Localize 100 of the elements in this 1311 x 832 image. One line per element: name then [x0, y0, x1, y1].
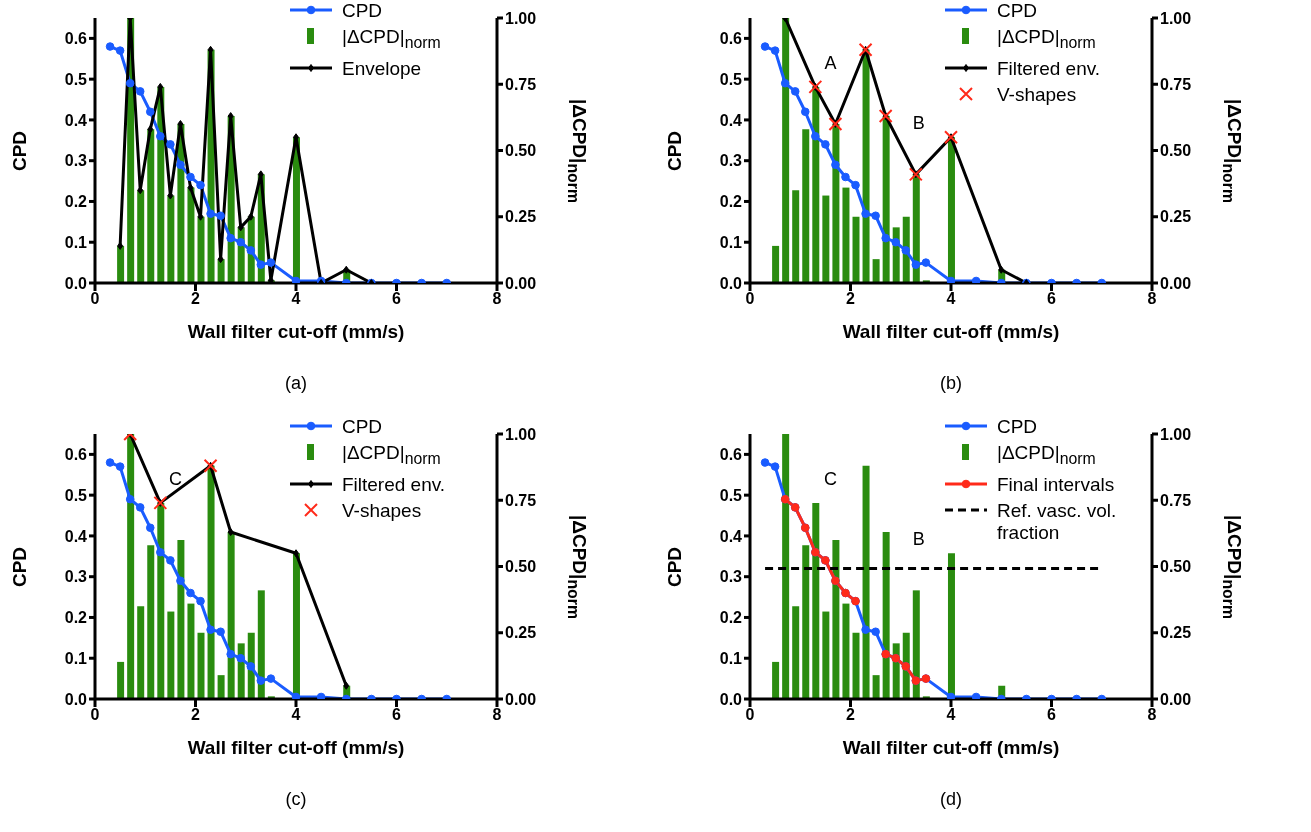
x-axis-title: Wall filter cut-off (mm/s)	[842, 737, 1060, 759]
y-axis-title: CPD	[664, 130, 686, 171]
y-axis-title: CPD	[9, 130, 31, 171]
y-tick-label: 0.6	[719, 30, 743, 48]
x-axis-title: Wall filter cut-off (mm/s)	[187, 737, 405, 759]
y-tick-label: 0.3	[719, 152, 743, 170]
y2-tick-label: 0.00	[505, 274, 537, 292]
x-tick-label: 2	[191, 706, 201, 724]
x-tick-label: 6	[392, 706, 402, 724]
x-tick-label: 0	[90, 706, 100, 724]
x-tick-label: 6	[1047, 290, 1057, 308]
y2-tick-label: 0.25	[1160, 624, 1192, 642]
y2-tick-label: 0.50	[505, 558, 537, 576]
y-tick-label: 0.5	[64, 70, 88, 88]
y-tick-label: 0.6	[64, 446, 88, 464]
x-tick-label: 4	[291, 706, 301, 724]
x-tick-label: 2	[846, 290, 856, 308]
y2-tick-label: 0.25	[505, 208, 537, 226]
y2-tick-label: 1.00	[1160, 9, 1192, 27]
y-tick-label: 0.0	[719, 274, 743, 292]
x-axis-title: Wall filter cut-off (mm/s)	[187, 321, 405, 343]
y-tick-label: 0.5	[719, 70, 743, 88]
x-tick-label: 8	[1147, 706, 1157, 724]
annotation: A	[824, 53, 837, 74]
y2-tick-label: 0.50	[1160, 558, 1192, 576]
x-tick-label: 0	[745, 290, 755, 308]
y-tick-label: 0.1	[64, 649, 88, 667]
y-tick-label: 0.0	[64, 274, 88, 292]
legend-label: Final intervals	[996, 473, 1116, 496]
y2-tick-label: 0.00	[1160, 690, 1192, 708]
x-tick-label: 2	[846, 706, 856, 724]
x-tick-label: 4	[946, 290, 956, 308]
x-tick-label: 6	[392, 290, 402, 308]
x-tick-label: 4	[291, 290, 301, 308]
legend-label: CPD	[996, 0, 1039, 22]
y2-tick-label: 0.50	[505, 142, 537, 160]
legend-label: |ΔCPD|$_{norm}$	[996, 26, 1097, 53]
y-tick-label: 0.3	[64, 568, 88, 586]
y-tick-label: 0.1	[719, 649, 743, 667]
text: (d)	[940, 789, 962, 810]
annotation: B	[912, 529, 925, 550]
annotation: C	[168, 469, 182, 490]
x-tick-label: 0	[90, 290, 100, 308]
y2-tick-label: 0.75	[505, 491, 537, 509]
y2-tick-label: 0.75	[505, 75, 537, 93]
text: (a)	[285, 373, 307, 394]
y-axis-title: CPD	[664, 546, 686, 587]
x-tick-label: 8	[492, 290, 502, 308]
x-tick-label: 0	[745, 706, 755, 724]
y-tick-label: 0.2	[719, 609, 743, 627]
x-tick-label: 2	[191, 290, 201, 308]
y-tick-label: 0.4	[719, 527, 743, 545]
x-axis-title: Wall filter cut-off (mm/s)	[842, 321, 1060, 343]
y-tick-label: 0.4	[719, 111, 743, 129]
legend-label: CPD	[996, 416, 1039, 438]
y-tick-label: 0.1	[64, 233, 88, 251]
x-tick-label: 8	[492, 706, 502, 724]
y2-tick-label: 0.00	[505, 690, 537, 708]
y2-tick-label: 1.00	[505, 425, 537, 443]
legend-label: Ref. vasc. vol. fraction	[996, 499, 1118, 544]
legend-label: V-shapes	[341, 499, 423, 522]
y2-tick-label: 0.00	[1160, 274, 1192, 292]
annotation: B	[912, 113, 925, 134]
legend-label: CPD	[341, 416, 384, 438]
y2-tick-label: 0.25	[505, 624, 537, 642]
x-tick-label: 6	[1047, 706, 1057, 724]
y-tick-label: 0.6	[64, 30, 88, 48]
y2-tick-label: 0.75	[1160, 491, 1192, 509]
y-tick-label: 0.4	[64, 527, 88, 545]
text: (b)	[940, 373, 962, 394]
legend-label: V-shapes	[996, 83, 1078, 106]
legend-label: |ΔCPD|$_{norm}$	[341, 26, 442, 53]
y2-tick-label: 0.50	[1160, 142, 1192, 160]
y-tick-label: 0.0	[64, 690, 88, 708]
y-tick-label: 0.3	[64, 152, 88, 170]
legend-label: Envelope	[341, 57, 423, 80]
legend-label: |ΔCPD|$_{norm}$	[996, 442, 1097, 469]
annotation: C	[823, 469, 837, 490]
y-axis-title: CPD	[9, 546, 31, 587]
x-tick-label: 8	[1147, 290, 1157, 308]
legend-label: Filtered env.	[341, 473, 447, 496]
y-tick-label: 0.2	[64, 609, 88, 627]
y2-tick-label: 0.25	[1160, 208, 1192, 226]
x-tick-label: 4	[946, 706, 956, 724]
y-tick-label: 0.5	[64, 486, 88, 504]
y-tick-label: 0.2	[64, 193, 88, 211]
y-tick-label: 0.0	[719, 690, 743, 708]
legend-label: Filtered env.	[996, 57, 1102, 80]
y2-tick-label: 1.00	[505, 9, 537, 27]
text: (c)	[285, 789, 307, 810]
legend-label: CPD	[341, 0, 384, 22]
y-tick-label: 0.2	[719, 193, 743, 211]
legend-label: |ΔCPD|$_{norm}$	[341, 442, 442, 469]
y2-tick-label: 1.00	[1160, 425, 1192, 443]
y-tick-label: 0.1	[719, 233, 743, 251]
y2-tick-label: 0.75	[1160, 75, 1192, 93]
y-tick-label: 0.5	[719, 486, 743, 504]
y-tick-label: 0.4	[64, 111, 88, 129]
y-tick-label: 0.3	[719, 568, 743, 586]
y-tick-label: 0.6	[719, 446, 743, 464]
